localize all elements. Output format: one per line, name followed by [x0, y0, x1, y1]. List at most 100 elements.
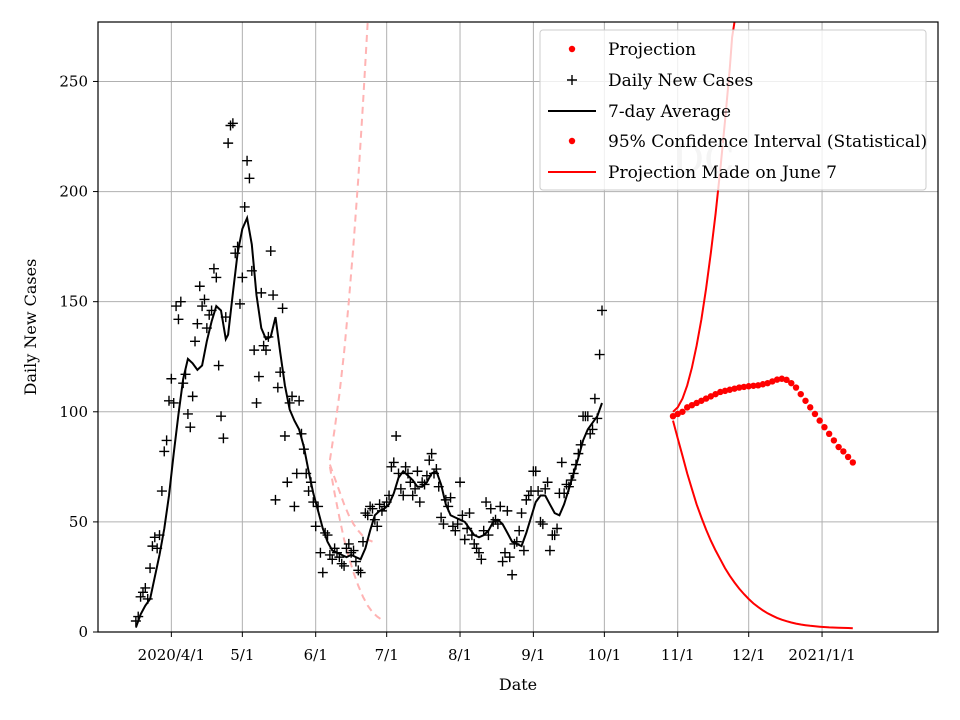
daily-case-marker: [355, 567, 366, 578]
legend: Projection Daily New Cases 7-day Average 95…: [539, 29, 927, 191]
june7-projection-upper-line: [328, 22, 369, 461]
daily-case-marker: [471, 543, 482, 554]
daily-case-marker: [135, 591, 146, 602]
daily-case-marker: [256, 287, 267, 298]
projection-dot: [750, 382, 757, 389]
daily-case-marker: [287, 391, 298, 402]
daily-case-marker: [492, 519, 503, 530]
daily-case-marker: [372, 521, 383, 532]
daily-case-marker: [211, 272, 222, 283]
projection-dot: [745, 383, 752, 390]
daily-case-marker: [251, 397, 262, 408]
daily-case-marker: [192, 318, 203, 329]
daily-case-marker: [561, 479, 572, 490]
daily-case-marker: [227, 118, 238, 129]
daily-case-marker: [246, 265, 257, 276]
daily-case-marker: [438, 519, 449, 530]
daily-case-marker: [568, 468, 579, 479]
daily-case-marker: [173, 314, 184, 325]
daily-case-marker: [405, 477, 416, 488]
daily-case-marker: [587, 424, 598, 435]
daily-case-marker: [594, 349, 605, 360]
y-axis-ticks: 0 50 100 150 200 250: [59, 72, 98, 641]
daily-case-marker: [499, 547, 510, 558]
daily-case-marker: [194, 281, 205, 292]
projection-dot: [840, 448, 847, 455]
daily-case-marker: [398, 490, 409, 501]
daily-case-marker: [137, 587, 148, 598]
projection-dot: [792, 384, 800, 391]
daily-case-marker: [495, 501, 506, 512]
y-axis-label: Daily New Cases: [21, 259, 40, 396]
daily-case-marker: [154, 530, 165, 541]
projection-dot: [811, 410, 819, 418]
daily-case-marker: [440, 494, 451, 505]
daily-case-marker: [149, 532, 160, 543]
daily-case-marker: [327, 554, 338, 565]
daily-case-marker: [263, 331, 274, 342]
daily-case-marker: [182, 408, 193, 419]
legend-dot-marker: [568, 45, 576, 53]
daily-case-marker: [336, 558, 347, 569]
daily-case-marker: [329, 543, 340, 554]
daily-case-marker: [537, 519, 548, 530]
daily-case-marker: [410, 483, 421, 494]
legend-label: Projection: [608, 40, 696, 60]
x-tick-label: 9/1: [521, 646, 545, 664]
x-tick-label: 7/1: [375, 646, 399, 664]
daily-case-marker: [152, 543, 163, 554]
daily-case-marker: [178, 378, 189, 389]
daily-case-marker: [507, 569, 518, 580]
daily-case-marker: [374, 499, 385, 510]
x-axis-ticks: 2020/4/1 5/1 6/1 7/1 8/1 9/1 10/1 11/1 12/1 2021/…: [138, 632, 856, 664]
legend-label: 7-day Average: [608, 102, 731, 122]
daily-case-marker: [575, 439, 586, 450]
projection-dot: [807, 404, 814, 411]
daily-case-marker: [346, 547, 357, 558]
daily-case-marker: [400, 461, 411, 472]
legend-plus-marker: [567, 75, 577, 85]
daily-case-marker: [161, 435, 172, 446]
x-tick-label: 2020/4/1: [138, 646, 205, 664]
daily-case-marker: [324, 549, 335, 560]
confidence-lower-line: [672, 420, 853, 630]
daily-case-marker: [163, 395, 174, 406]
daily-case-marker: [457, 510, 468, 521]
daily-case-marker: [540, 483, 551, 494]
daily-case-marker: [317, 567, 328, 578]
legend-dot-marker: [568, 137, 576, 145]
daily-case-marker: [556, 457, 567, 468]
daily-case-marker: [464, 508, 475, 519]
x-tick-label: 6/1: [304, 646, 328, 664]
daily-case-marker: [242, 155, 253, 166]
daily-case-marker: [585, 428, 596, 439]
plot-frame: [97, 21, 939, 633]
daily-case-marker: [313, 501, 324, 512]
daily-case-marker: [436, 512, 447, 523]
daily-case-marker: [419, 479, 430, 490]
daily-case-marker: [384, 490, 395, 501]
daily-case-marker: [386, 461, 397, 472]
projection-dot: [736, 384, 743, 391]
daily-case-marker: [341, 543, 352, 554]
daily-case-marker: [523, 490, 534, 501]
daily-case-marker: [504, 552, 515, 563]
daily-case-marker: [376, 505, 387, 516]
daily-case-marker: [308, 497, 319, 508]
daily-case-marker: [358, 536, 369, 547]
daily-case-marker: [559, 488, 570, 499]
daily-case-marker: [315, 547, 326, 558]
daily-case-marker: [516, 508, 527, 519]
daily-case-marker: [431, 464, 442, 475]
daily-case-marker: [597, 305, 607, 316]
daily-case-marker: [542, 477, 553, 488]
daily-case-marker: [258, 340, 269, 351]
daily-case-marker: [201, 323, 212, 334]
daily-case-marker: [353, 565, 364, 576]
daily-case-marker: [168, 397, 179, 408]
y-tick-label: 200: [59, 183, 88, 201]
daily-case-marker: [296, 428, 307, 439]
daily-case-marker: [450, 525, 461, 536]
projection-dot: [773, 376, 781, 383]
daily-case-marker: [265, 246, 276, 257]
